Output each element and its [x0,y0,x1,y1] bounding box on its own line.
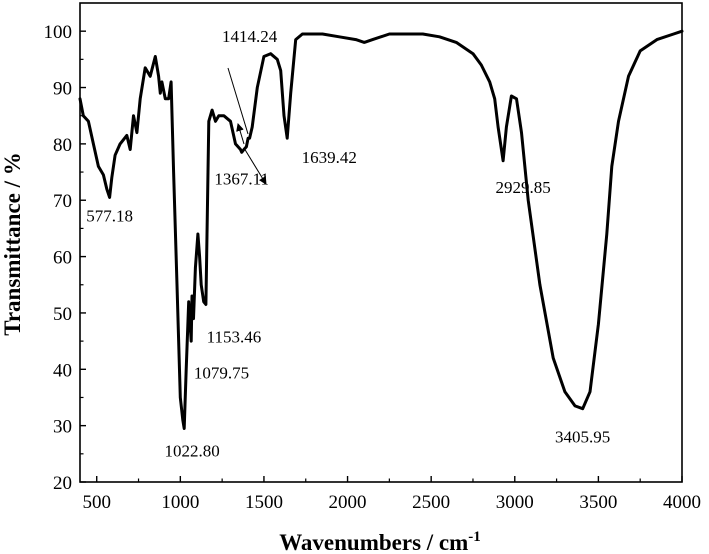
x-axis-title: Wavenumbers / cm-1 [279,529,481,554]
x-tick-label: 3500 [579,492,617,513]
peak-label: 1022.80 [165,441,220,460]
axes: 500 1000 1500 2000 2500 3000 3500 4000 20 30 40 50 6… [44,2,701,513]
arrow-1367-label [243,147,267,185]
y-tick-label: 90 [53,79,72,100]
peak-label: 577.18 [86,206,133,225]
plot-frame [79,2,683,483]
x-tick-label: 1500 [245,492,283,513]
x-tick-label: 2500 [412,492,450,513]
y-tick-label: 30 [53,417,72,438]
x-tick-label: 2000 [329,492,367,513]
x-tick-label: 3000 [496,492,534,513]
arrow-1367 [236,123,245,145]
x-tick-label: 4000 [663,492,701,513]
peak-label: 1153.46 [207,327,262,346]
y-tick-label: 40 [53,360,72,381]
y-tick-label: 20 [53,473,72,494]
x-axis-title-text: Wavenumbers / cm [279,530,468,554]
x-tick-label: 500 [82,492,111,513]
x-tick-label: 1000 [161,492,199,513]
y-tick-label: 80 [53,135,72,156]
series-layer [78,29,684,430]
y-axis-title: Transmittance / % [0,152,25,336]
peak-label: 1079.75 [194,364,249,383]
y-tick-label: 50 [53,304,72,325]
peak-label: 3405.95 [555,428,610,447]
peak-label: 1414.24 [222,27,278,46]
x-axis-title-superscript: -1 [468,529,481,545]
peak-label: 2929.85 [495,178,550,197]
spectrum-line [78,29,684,430]
arrow-1414-shaft [227,67,249,135]
peak-label: 1639.42 [302,148,357,167]
peak-label: 1367.11 [214,169,269,188]
annotations: 577.18 1022.80 1079.75 1153.46 1367.11 1414.2… [86,27,610,460]
y-tick-label: 100 [44,22,73,43]
y-tick-label: 60 [53,248,72,269]
y-tick-label: 70 [53,191,72,212]
